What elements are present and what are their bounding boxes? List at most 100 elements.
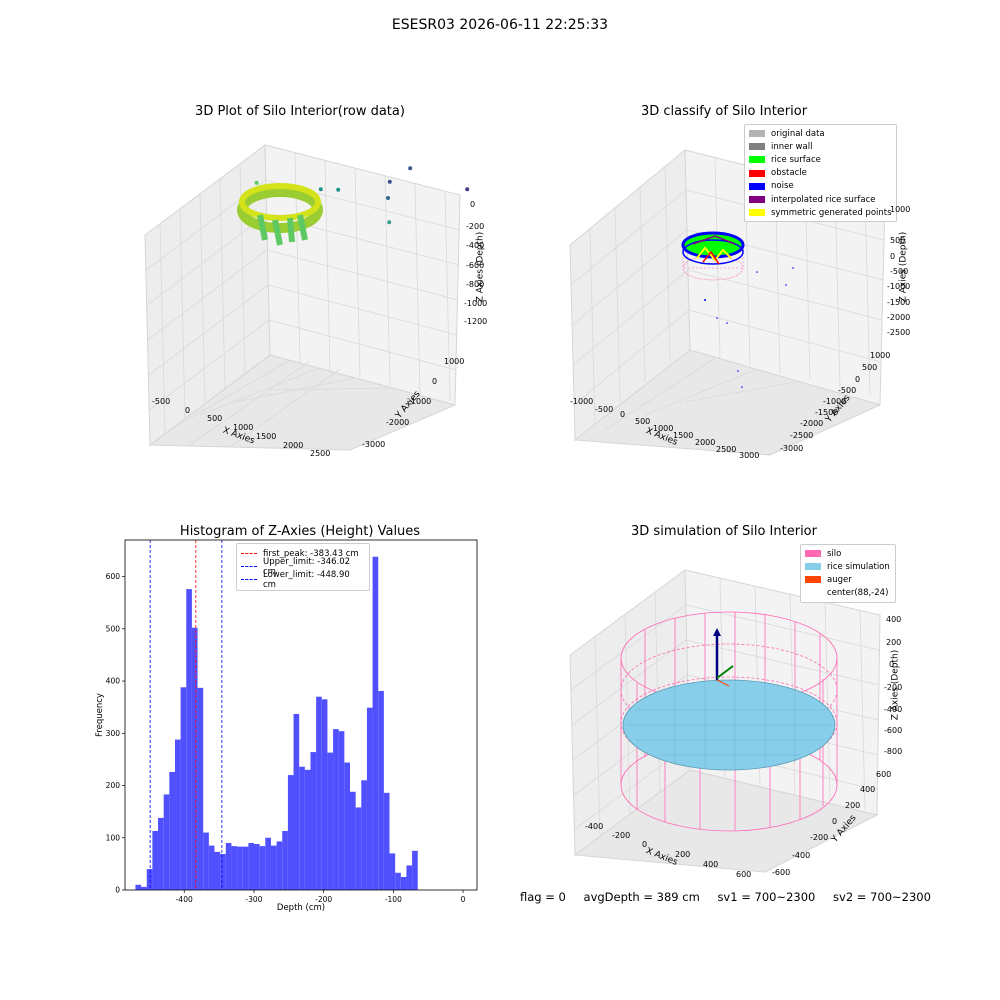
panel1-scatter-points — [254, 166, 470, 225]
panel2-ytick: 500 — [862, 363, 878, 372]
panel1-ztick: -1200 — [464, 317, 488, 326]
panel2-xtick: 2500 — [716, 445, 737, 454]
panel4-ytick: -400 — [792, 851, 811, 860]
panel2-xtick: 3000 — [739, 451, 760, 460]
legend-swatch — [749, 143, 765, 151]
histogram-bar — [180, 687, 187, 890]
histogram-bar — [378, 690, 384, 890]
legend-swatch — [805, 576, 821, 584]
panel1-ztick: -600 — [466, 261, 485, 270]
y-tick-label: 0 — [115, 886, 120, 895]
histogram-bar — [214, 851, 221, 890]
y-tick-label: 300 — [106, 729, 121, 738]
y-tick-label: 600 — [106, 572, 121, 581]
histogram-bar — [400, 876, 407, 890]
histogram-bar — [355, 807, 362, 890]
x-tick-label: -100 — [385, 895, 402, 904]
panel1-xtick: 1000 — [233, 423, 254, 432]
panel1-ztick: -1000 — [464, 299, 488, 308]
sv2-status: sv2 = 700~2300 — [833, 890, 931, 904]
y-tick-label: 200 — [106, 781, 121, 790]
histogram-frame — [124, 539, 478, 891]
legend-label: silo — [827, 548, 842, 559]
legend-label: symmetric generated points — [771, 207, 892, 218]
histogram-bar — [141, 886, 147, 890]
panel1-ytick: -1000 — [408, 397, 432, 406]
histogram-bar — [310, 752, 317, 890]
legend-swatch — [749, 209, 765, 217]
scatter-point — [318, 187, 323, 192]
histogram-bar — [237, 846, 243, 890]
legend-item-interpolated: interpolated rice surface — [749, 193, 892, 206]
scatter-point — [387, 179, 392, 184]
panel2-ytick: -2000 — [800, 419, 824, 428]
panel2-ytick: 0 — [855, 375, 861, 384]
panel1-ztick: 0 — [470, 200, 476, 209]
legend-label: noise — [771, 181, 794, 192]
legend-swatch — [805, 550, 821, 558]
legend-label: interpolated rice surface — [771, 194, 876, 205]
panel1-ztick: -200 — [466, 222, 485, 231]
histogram-bar — [276, 841, 283, 890]
legend-item-lower-limit: Lower_limit: -448.90 cm — [241, 570, 365, 590]
histogram-bar — [344, 762, 351, 890]
legend-label: original data — [771, 128, 825, 139]
histogram-bar — [304, 769, 311, 890]
panel2-ztick: 0 — [890, 252, 896, 261]
panel4-ytick: 0 — [832, 817, 838, 826]
panel2-xtick: 0 — [620, 410, 626, 419]
histogram-bar — [372, 556, 379, 890]
scatter-point — [387, 220, 392, 225]
panel4-ztick: -200 — [884, 683, 903, 692]
panel2-ztick: -2000 — [887, 313, 911, 322]
legend-label: obstacle — [771, 168, 807, 179]
panel4-ytick: 400 — [860, 785, 876, 794]
legend-item-center: center(88,-24) — [805, 587, 891, 600]
panel2-xtick: 2000 — [695, 438, 716, 447]
rice-mesh — [627, 680, 833, 770]
legend-label: center(88,-24) — [827, 588, 889, 599]
scatter-point — [408, 166, 413, 171]
histogram-bar — [299, 766, 305, 890]
legend-item-upper-limit: Upper_limit: -346.02 cm — [241, 557, 365, 577]
y-tick-label: 100 — [106, 833, 121, 842]
panel1-xtick: 1500 — [256, 432, 277, 441]
histogram-bar — [225, 842, 232, 890]
panel4-xtick: 200 — [675, 850, 691, 859]
panel2-ztick: 500 — [890, 236, 906, 245]
histogram-bar — [287, 775, 294, 890]
panel1-ztick: -400 — [466, 241, 485, 250]
histogram-bar — [389, 853, 396, 890]
legend-label: rice surface — [771, 154, 821, 165]
panel4-3d-axes — [569, 569, 881, 873]
panel3-title: Histogram of Z-Axies (Height) Values — [179, 524, 421, 539]
panel2-ytick: 1000 — [870, 351, 891, 360]
legend-label: Lower_limit: -448.90 cm — [263, 569, 350, 590]
panel4-ytick: 600 — [876, 770, 892, 779]
histogram-bar — [248, 842, 255, 890]
panel1-xtick: 2500 — [310, 449, 331, 458]
legend-swatch — [241, 553, 257, 555]
histogram-bar — [242, 846, 249, 890]
legend-swatch — [805, 563, 821, 571]
panel2-xtick: 1500 — [673, 431, 694, 440]
histogram-bar — [146, 869, 153, 890]
panel2-ytick: -2500 — [790, 431, 814, 440]
scatter-point — [336, 187, 341, 192]
panel4-ytick: 200 — [845, 801, 861, 810]
legend-item-obstacle: obstacle — [749, 167, 892, 180]
panel2-ztick: -1000 — [887, 282, 911, 291]
panel2-zlabel: Z Axies (Depth) — [898, 231, 909, 303]
histogram-bar — [383, 792, 390, 890]
histogram-bar — [259, 846, 266, 890]
panel2-ztick: 1000 — [890, 205, 911, 214]
histogram-bar — [366, 707, 373, 890]
panel4-legend: silo rice simulation auger center(88,-24… — [800, 544, 896, 603]
histogram-bar — [265, 837, 271, 890]
panel4-xtick: 400 — [703, 860, 719, 869]
panel2-ztick: -1500 — [887, 298, 911, 307]
panel1-xtick: 0 — [185, 406, 191, 415]
histogram-bar — [406, 865, 413, 890]
panel1-xtick: 500 — [207, 414, 223, 423]
histogram-x-ticks: -400 -300 -200 -100 0 — [176, 890, 466, 904]
